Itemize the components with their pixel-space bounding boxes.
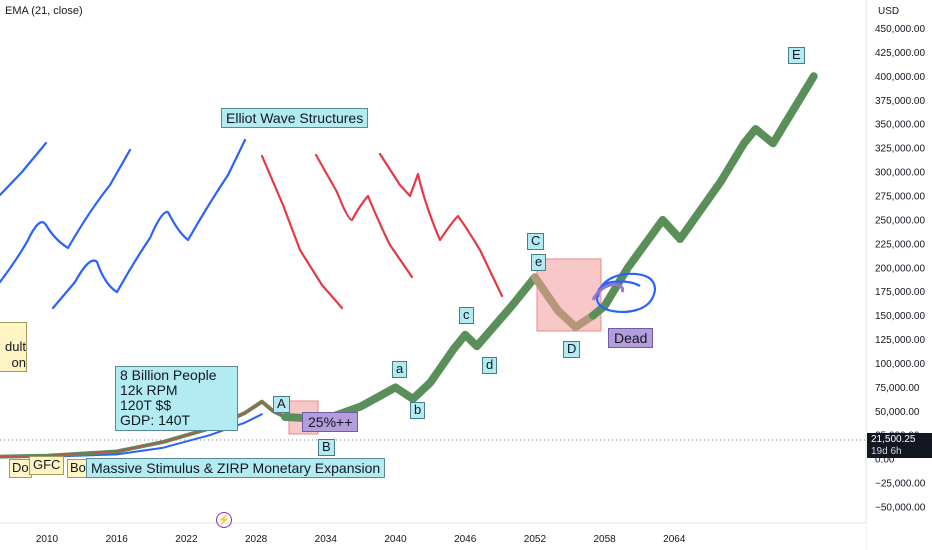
people-stats-label[interactable]: 8 Billion People 12k RPM 120T $$ GDP: 14… (115, 366, 238, 431)
wave-label-E[interactable]: E (788, 47, 805, 64)
price-tick-label: 425,000.00 (875, 48, 925, 59)
blue-wave-drawing[interactable] (51, 138, 247, 310)
time-tick-label: 2058 (593, 534, 616, 545)
red-wave-drawing[interactable] (314, 153, 414, 279)
price-tick-label: 400,000.00 (875, 72, 925, 83)
elliott-wave-drawings[interactable] (0, 138, 504, 310)
stimulus-label[interactable]: Massive Stimulus & ZIRP Monetary Expansi… (86, 458, 386, 479)
do-label[interactable]: Do (9, 459, 32, 478)
time-tick-label: 2028 (245, 534, 268, 545)
time-scale-panel[interactable] (0, 523, 866, 550)
wave-label-C[interactable]: C (527, 233, 545, 250)
wave-label-A[interactable]: A (273, 396, 290, 413)
blue-wave-drawing[interactable] (0, 141, 48, 197)
price-axis-ticks: 450,000.00 425,000.00 400,000.00 375,000.00… (875, 24, 926, 514)
current-price-value: 21,500.25 (871, 434, 916, 445)
price-tick-label: 200,000.00 (875, 263, 925, 274)
time-tick-label: 2034 (315, 534, 338, 545)
wave-label-e[interactable]: e (531, 254, 547, 271)
currency-label[interactable]: USD (878, 6, 900, 17)
projection-series[interactable] (0, 72, 818, 459)
price-scale-panel[interactable] (866, 0, 932, 550)
adult-note-line: on (11, 355, 26, 370)
red-wave-drawing[interactable] (260, 154, 344, 310)
people-stat-line: 12k RPM (120, 382, 178, 398)
projection-path[interactable] (589, 72, 818, 320)
time-tick-label: 2022 (175, 534, 198, 545)
price-tick-label: 375,000.00 (875, 96, 925, 107)
time-axis-ticks: 2010 2016 2022 2028 2034 2040 2046 2052 2058 2064 (36, 534, 686, 545)
price-tick-label: 450,000.00 (875, 24, 925, 35)
bo-label[interactable]: Bo (67, 459, 89, 478)
wave-label-D[interactable]: D (563, 341, 581, 358)
price-tick-label: 75,000.00 (875, 383, 920, 394)
people-stat-line: 120T $$ (120, 397, 172, 413)
time-tick-label: 2064 (663, 534, 686, 545)
pct-gain-label[interactable]: 25%++ (302, 412, 359, 433)
time-tick-label: 2010 (36, 534, 59, 545)
time-tick-label: 2016 (106, 534, 129, 545)
time-tick-label: 2040 (384, 534, 407, 545)
price-tick-label: 175,000.00 (875, 287, 925, 298)
gfc-label[interactable]: GFC (29, 456, 65, 475)
projection-path[interactable] (281, 273, 539, 423)
price-tick-label: 325,000.00 (875, 144, 925, 155)
wave-label-B[interactable]: B (318, 439, 335, 456)
price-tick-label: 225,000.00 (875, 239, 925, 250)
price-tick-label: 300,000.00 (875, 168, 925, 179)
correction-path[interactable] (530, 273, 597, 332)
price-tick-label: 275,000.00 (875, 191, 925, 202)
flash-icon[interactable]: ⚡ (216, 512, 232, 528)
wave-label-d[interactable]: d (482, 357, 498, 374)
blue-scribble-circle[interactable] (595, 272, 657, 314)
price-tick-label: −25,000.00 (875, 479, 926, 490)
indicator-legend[interactable]: EMA (21, close) (5, 5, 83, 17)
current-price-badge: 21,500.25 19d 6h (867, 433, 932, 458)
people-stat-line: GDP: 140T (120, 412, 191, 428)
time-tick-label: 2052 (524, 534, 547, 545)
purple-scribble (591, 282, 625, 301)
red-wave-drawing[interactable] (378, 152, 504, 298)
wave-label-a[interactable]: a (392, 361, 408, 378)
time-remaining: 19d 6h (871, 445, 902, 457)
price-tick-label: 125,000.00 (875, 335, 925, 346)
blue-wave-drawing[interactable] (0, 148, 132, 284)
wave-label-c[interactable]: c (459, 307, 474, 324)
wave-label-b[interactable]: b (410, 402, 426, 419)
price-tick-label: 350,000.00 (875, 120, 925, 131)
time-tick-label: 2046 (454, 534, 477, 545)
elliot-wave-label[interactable]: Elliot Wave Structures (221, 108, 369, 129)
price-tick-label: 100,000.00 (875, 359, 925, 370)
price-tick-label: 250,000.00 (875, 215, 925, 226)
price-tick-label: 150,000.00 (875, 311, 925, 322)
price-tick-label: 0.00 (875, 455, 895, 466)
adult-note-label[interactable]: dult on (0, 322, 27, 372)
dead-label[interactable]: Dead (608, 328, 654, 349)
people-stat-line: 8 Billion People (120, 367, 217, 383)
price-tick-label: 50,000.00 (875, 407, 920, 418)
adult-note-line: dult (5, 339, 26, 354)
price-tick-label: −50,000.00 (875, 503, 926, 514)
